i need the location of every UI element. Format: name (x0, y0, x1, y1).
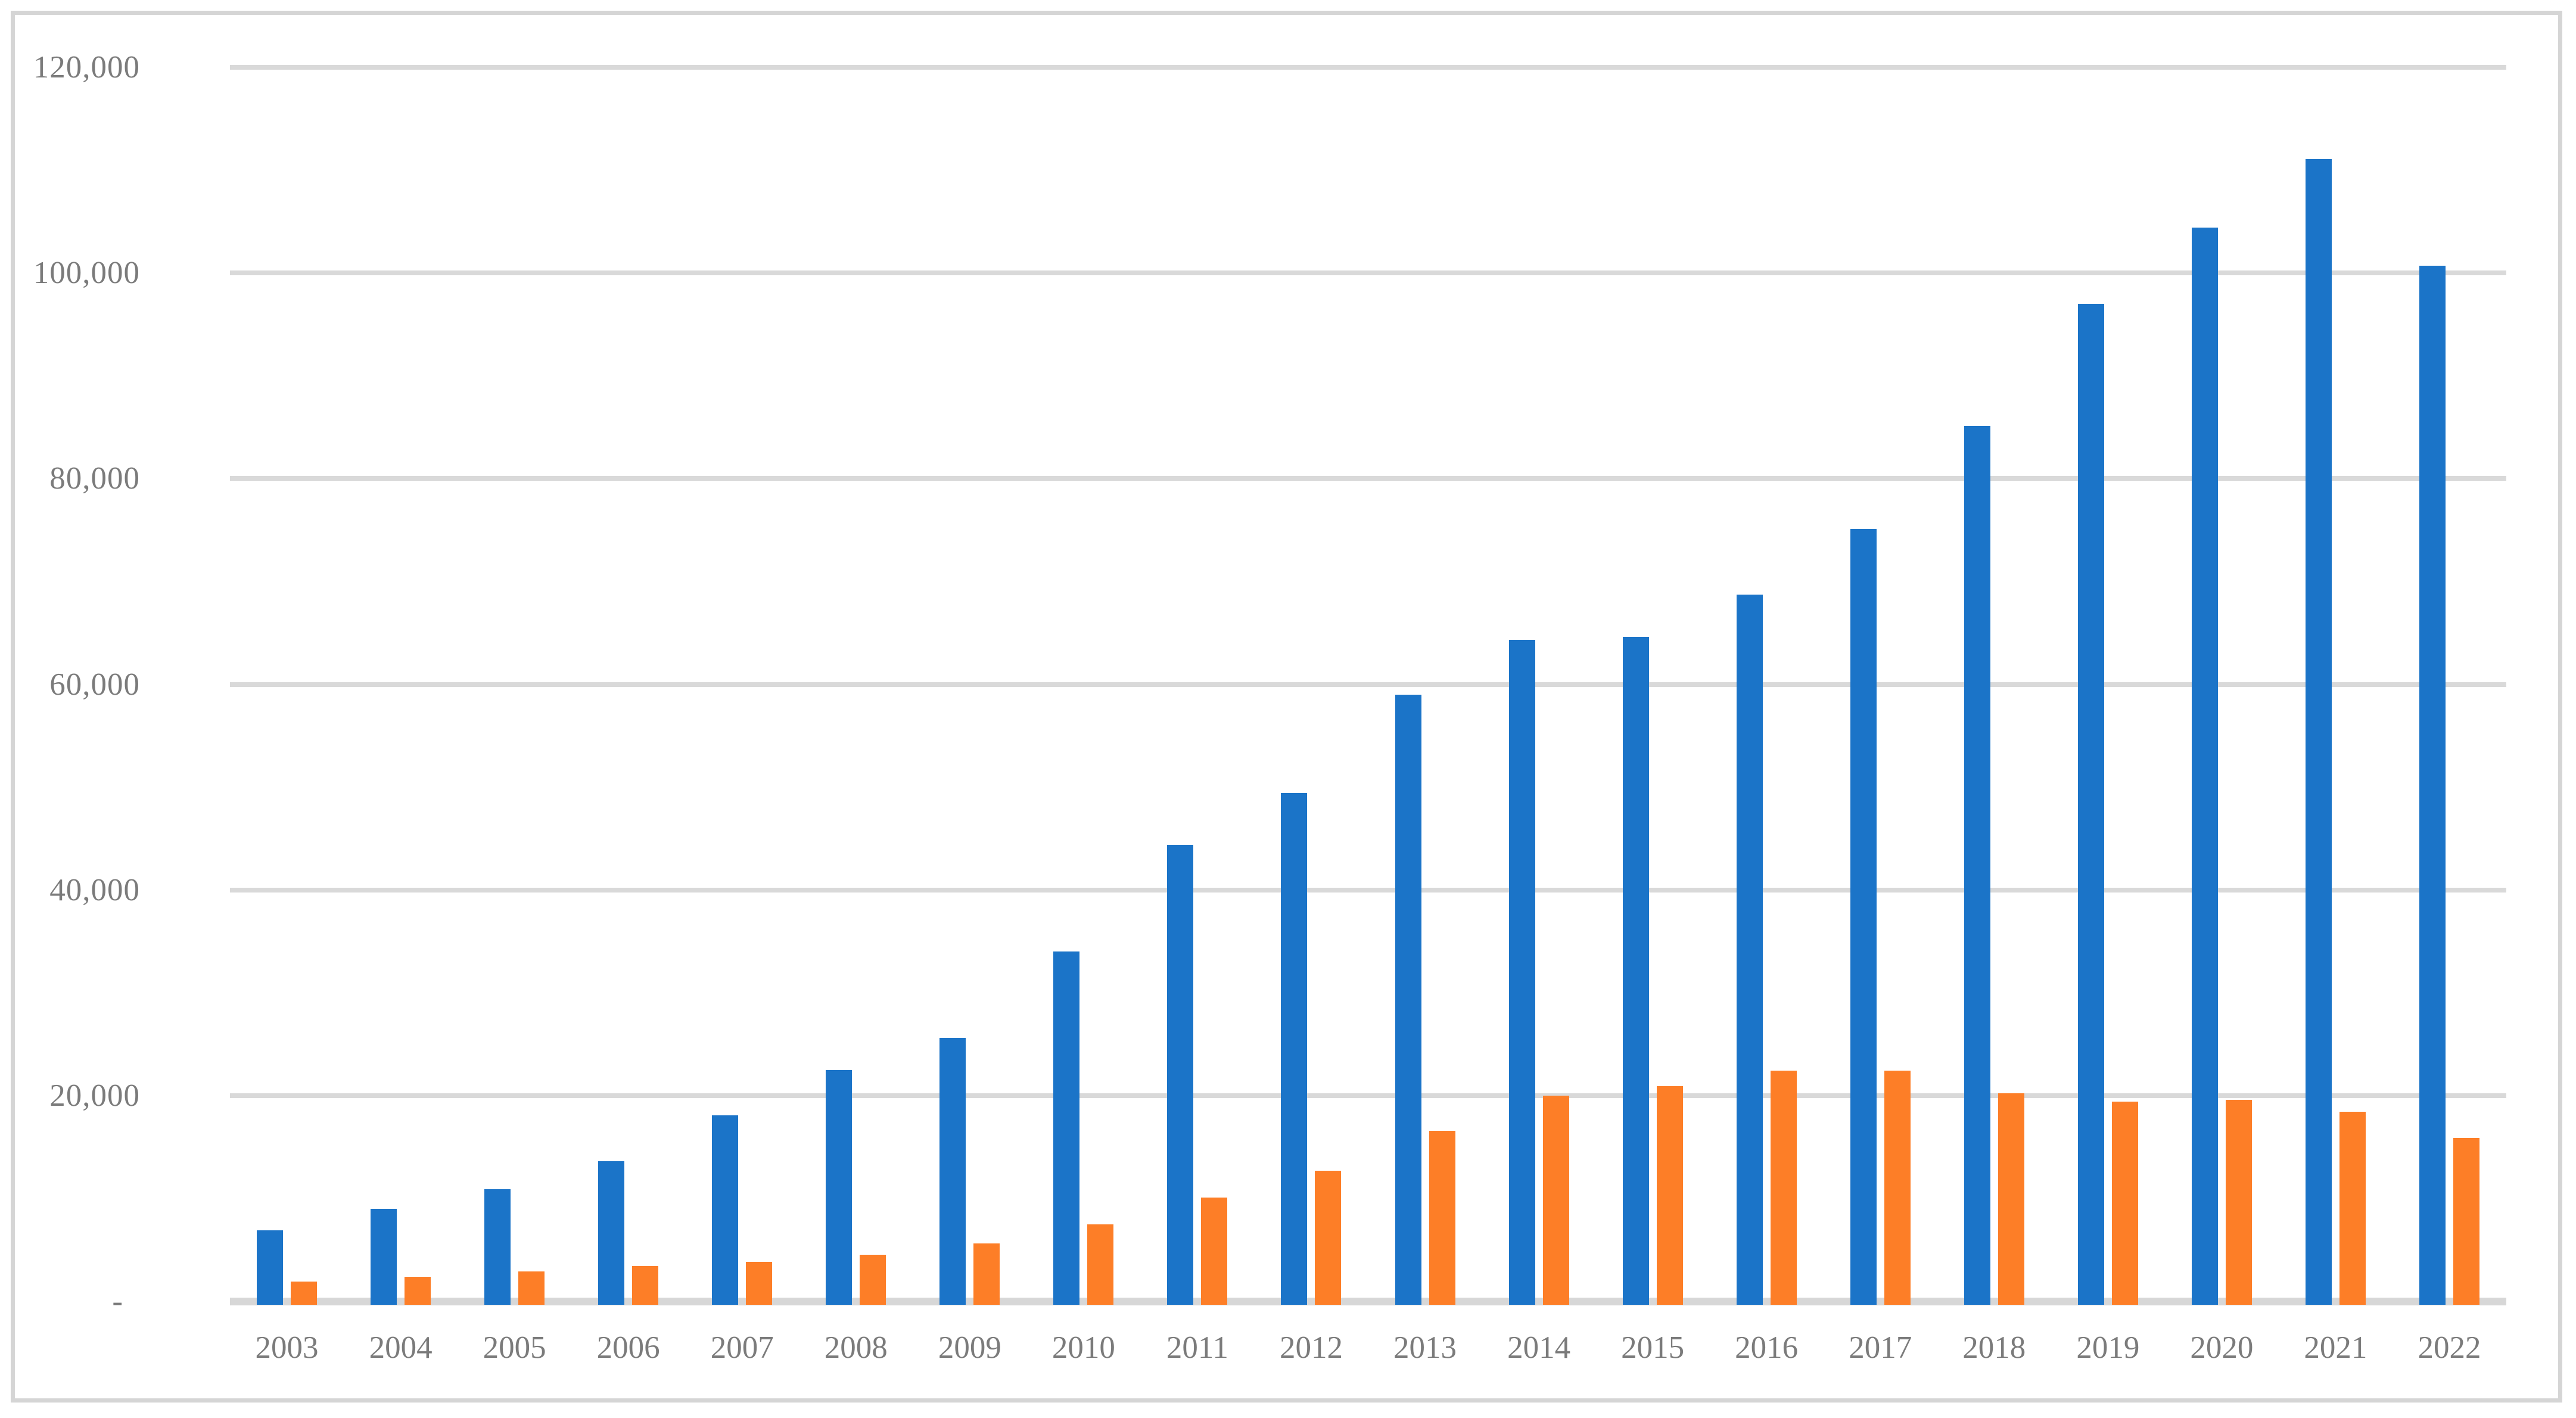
x-axis-tick-label: 2010 (1051, 1330, 1115, 1365)
series-blue-bar-2012 (1281, 793, 1308, 1305)
y-axis-tick-label: 20,000 (49, 1078, 140, 1113)
series-blue-bar-2016 (1736, 595, 1763, 1305)
bars-layer (230, 67, 2506, 1305)
series-blue-bar-2017 (1850, 529, 1877, 1305)
series-orange-bar-2017 (1884, 1071, 1911, 1305)
x-axis-tick-label: 2011 (1166, 1330, 1228, 1365)
series-orange-bar-2014 (1542, 1096, 1569, 1305)
series-orange-bar-2003 (291, 1282, 318, 1305)
series-orange-bar-2018 (1998, 1093, 2024, 1305)
series-blue-bar-2008 (826, 1070, 853, 1305)
bar-group-2009 (913, 67, 1026, 1305)
bar-group-2007 (685, 67, 799, 1305)
series-orange-bar-2013 (1429, 1131, 1455, 1305)
series-blue-bar-2019 (2077, 304, 2104, 1305)
series-orange-bar-2004 (405, 1277, 431, 1305)
bar-group-2017 (1824, 67, 1937, 1305)
x-axis-tick-label: 2022 (2418, 1330, 2481, 1365)
series-blue-bar-2007 (712, 1115, 739, 1305)
series-orange-bar-2008 (860, 1255, 886, 1305)
bar-group-2011 (1140, 67, 1254, 1305)
bar-group-2013 (1368, 67, 1482, 1305)
x-axis-tick-label: 2021 (2304, 1330, 2367, 1365)
bar-group-2018 (1937, 67, 2051, 1305)
x-axis-tick-label: 2018 (1962, 1330, 2026, 1365)
series-orange-bar-2016 (1770, 1071, 1797, 1305)
series-blue-bar-2006 (598, 1161, 625, 1305)
x-axis-tick-label: 2014 (1507, 1330, 1571, 1365)
bar-group-2010 (1026, 67, 1140, 1305)
series-blue-bar-2010 (1053, 951, 1080, 1305)
bar-group-2003 (230, 67, 344, 1305)
series-blue-bar-2014 (1508, 640, 1535, 1305)
gridline (230, 682, 2506, 687)
x-axis-tick-label: 2016 (1735, 1330, 1799, 1365)
series-blue-bar-2013 (1395, 695, 1421, 1305)
series-orange-bar-2010 (1087, 1224, 1114, 1305)
x-axis-tick-label: 2003 (255, 1330, 319, 1365)
series-orange-bar-2012 (1315, 1171, 1342, 1305)
bar-group-2005 (458, 67, 571, 1305)
gridline (230, 888, 2506, 893)
gridline (230, 65, 2506, 70)
bar-group-2006 (571, 67, 685, 1305)
y-axis-tick-label: 60,000 (49, 667, 140, 702)
y-axis-tick-label: 80,000 (49, 461, 140, 496)
x-axis-tick-label: 2020 (2190, 1330, 2254, 1365)
x-axis-tick-label: 2006 (596, 1330, 660, 1365)
series-orange-bar-2021 (2339, 1112, 2366, 1305)
gridline (230, 476, 2506, 481)
series-orange-bar-2009 (973, 1243, 1000, 1305)
series-blue-bar-2011 (1167, 845, 1194, 1305)
series-orange-bar-2006 (632, 1266, 659, 1305)
series-orange-bar-2022 (2453, 1138, 2479, 1305)
bar-group-2019 (2051, 67, 2165, 1305)
x-axis-baseline (230, 1298, 2506, 1305)
x-axis-tick-label: 2013 (1393, 1330, 1457, 1365)
x-axis-tick-label: 2015 (1621, 1330, 1685, 1365)
bar-group-2022 (2393, 67, 2506, 1305)
y-axis-tick-label: 40,000 (49, 873, 140, 907)
x-axis-tick-label: 2008 (824, 1330, 888, 1365)
series-blue-bar-2021 (2305, 159, 2332, 1305)
series-orange-bar-2019 (2111, 1102, 2138, 1305)
y-axis-tick-label: 100,000 (33, 256, 140, 290)
x-axis-tick-label: 2005 (483, 1330, 546, 1365)
series-orange-bar-2020 (2225, 1100, 2252, 1305)
series-orange-bar-2015 (1656, 1086, 1683, 1305)
series-blue-bar-2018 (1964, 426, 1990, 1305)
series-blue-bar-2009 (939, 1038, 966, 1305)
series-orange-bar-2011 (1201, 1198, 1228, 1305)
x-axis-tick-label: 2009 (938, 1330, 1001, 1365)
bar-group-2021 (2279, 67, 2393, 1305)
series-orange-bar-2007 (746, 1262, 773, 1305)
x-axis-tick-label: 2019 (2076, 1330, 2140, 1365)
series-blue-bar-2022 (2419, 266, 2446, 1305)
bar-group-2020 (2165, 67, 2279, 1305)
series-blue-bar-2015 (1622, 637, 1649, 1305)
bar-group-2004 (344, 67, 458, 1305)
bar-group-2012 (1254, 67, 1368, 1305)
series-blue-bar-2004 (371, 1209, 397, 1305)
series-blue-bar-2020 (2191, 228, 2218, 1305)
y-axis-tick-label: 120,000 (33, 50, 140, 85)
series-blue-bar-2005 (484, 1189, 511, 1305)
bar-group-2016 (1710, 67, 1824, 1305)
x-axis-tick-label: 2017 (1849, 1330, 1912, 1365)
x-axis-tick-label: 2004 (369, 1330, 433, 1365)
x-axis-tick-label: 2012 (1279, 1330, 1343, 1365)
y-axis-tick-label: - (112, 1284, 123, 1319)
gridline (230, 1093, 2506, 1098)
x-axis-labels: 2003 2004 2005 2006 2007 2008 2009 2010 2011 2012… (230, 1326, 2506, 1369)
series-orange-bar-2005 (518, 1271, 545, 1305)
bar-group-2008 (799, 67, 913, 1305)
series-blue-bar-2003 (257, 1230, 284, 1305)
bar-group-2015 (1596, 67, 1710, 1305)
x-axis-tick-label: 2007 (710, 1330, 774, 1365)
bar-group-2014 (1482, 67, 1596, 1305)
gridline (230, 270, 2506, 275)
